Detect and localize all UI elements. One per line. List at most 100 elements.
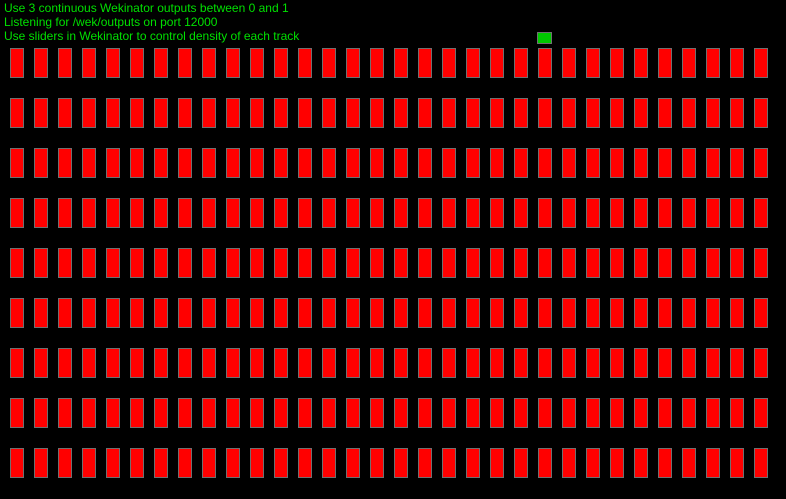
grid-cell [538, 398, 552, 428]
grid-cell [10, 198, 24, 228]
grid-cell [58, 348, 72, 378]
grid-cell [130, 48, 144, 78]
grid-cell [754, 398, 768, 428]
grid-cell [10, 98, 24, 128]
grid-cell [10, 248, 24, 278]
grid-cell [106, 148, 120, 178]
grid-cell [346, 448, 360, 478]
grid-cell [346, 98, 360, 128]
grid-cell [322, 248, 336, 278]
status-messages: Use 3 continuous Wekinator outputs betwe… [4, 1, 299, 43]
grid-cell [562, 98, 576, 128]
grid-cell [58, 248, 72, 278]
grid-cell [370, 98, 384, 128]
grid-cell [418, 198, 432, 228]
grid-cell [442, 348, 456, 378]
grid-cell [34, 148, 48, 178]
grid-cell [730, 48, 744, 78]
grid-cell [346, 398, 360, 428]
grid-cell [514, 248, 528, 278]
grid-cell [730, 448, 744, 478]
grid-cell [370, 298, 384, 328]
grid-cell [466, 398, 480, 428]
grid-cell [466, 148, 480, 178]
grid-cell [490, 348, 504, 378]
grid-cell [130, 398, 144, 428]
grid-cell [514, 348, 528, 378]
grid-cell [346, 198, 360, 228]
grid-cell [178, 398, 192, 428]
grid-cell [418, 398, 432, 428]
grid-cell [250, 148, 264, 178]
grid-cell [610, 348, 624, 378]
grid-cell [154, 298, 168, 328]
grid-cell [634, 98, 648, 128]
grid-cell [34, 248, 48, 278]
grid-cell [538, 448, 552, 478]
grid-cell [130, 298, 144, 328]
grid-cell [10, 398, 24, 428]
grid-cell [706, 98, 720, 128]
grid-cell [754, 148, 768, 178]
grid-cell [10, 148, 24, 178]
grid-cell [322, 98, 336, 128]
grid-cell [490, 48, 504, 78]
grid-cell [322, 448, 336, 478]
grid-cell [250, 198, 264, 228]
grid-cell [202, 348, 216, 378]
grid-cell [418, 148, 432, 178]
grid-cell [106, 348, 120, 378]
grid-cell [202, 298, 216, 328]
grid-cell [178, 298, 192, 328]
grid-cell [538, 248, 552, 278]
grid-cell [514, 448, 528, 478]
grid-cell [298, 48, 312, 78]
grid-cell [154, 48, 168, 78]
grid-cell [34, 98, 48, 128]
grid-cell [250, 448, 264, 478]
grid-cell [754, 248, 768, 278]
grid-cell [106, 398, 120, 428]
grid-cell [610, 248, 624, 278]
grid-cell [130, 198, 144, 228]
grid-cell [538, 98, 552, 128]
grid-cell [34, 348, 48, 378]
grid-cell [346, 348, 360, 378]
grid-cell [562, 148, 576, 178]
grid-cell [82, 48, 96, 78]
grid-cell [178, 448, 192, 478]
grid-cell [442, 298, 456, 328]
grid-cell [682, 448, 696, 478]
grid-cell [274, 398, 288, 428]
grid-cell [298, 248, 312, 278]
grid-cell [250, 348, 264, 378]
grid-cell [562, 248, 576, 278]
grid-cell [562, 348, 576, 378]
grid-cell [274, 348, 288, 378]
grid-cell [106, 198, 120, 228]
grid-cell [586, 398, 600, 428]
grid-cell [370, 198, 384, 228]
grid-cell [682, 298, 696, 328]
grid-cell [706, 448, 720, 478]
status-line-listening: Listening for /wek/outputs on port 12000 [4, 15, 218, 29]
status-line-instructions: Use sliders in Wekinator to control dens… [4, 29, 300, 43]
grid-cell [562, 198, 576, 228]
grid-cell [442, 198, 456, 228]
grid-cell [442, 48, 456, 78]
grid-cell [418, 48, 432, 78]
grid-cell [10, 448, 24, 478]
grid-cell [226, 48, 240, 78]
grid-cell [730, 348, 744, 378]
grid-cell [418, 348, 432, 378]
grid-cell [490, 98, 504, 128]
grid-cell [322, 398, 336, 428]
grid-cell [298, 298, 312, 328]
grid-cell [514, 398, 528, 428]
grid-cell [586, 48, 600, 78]
grid-cell [490, 248, 504, 278]
grid-cell [58, 48, 72, 78]
grid-cell [322, 148, 336, 178]
